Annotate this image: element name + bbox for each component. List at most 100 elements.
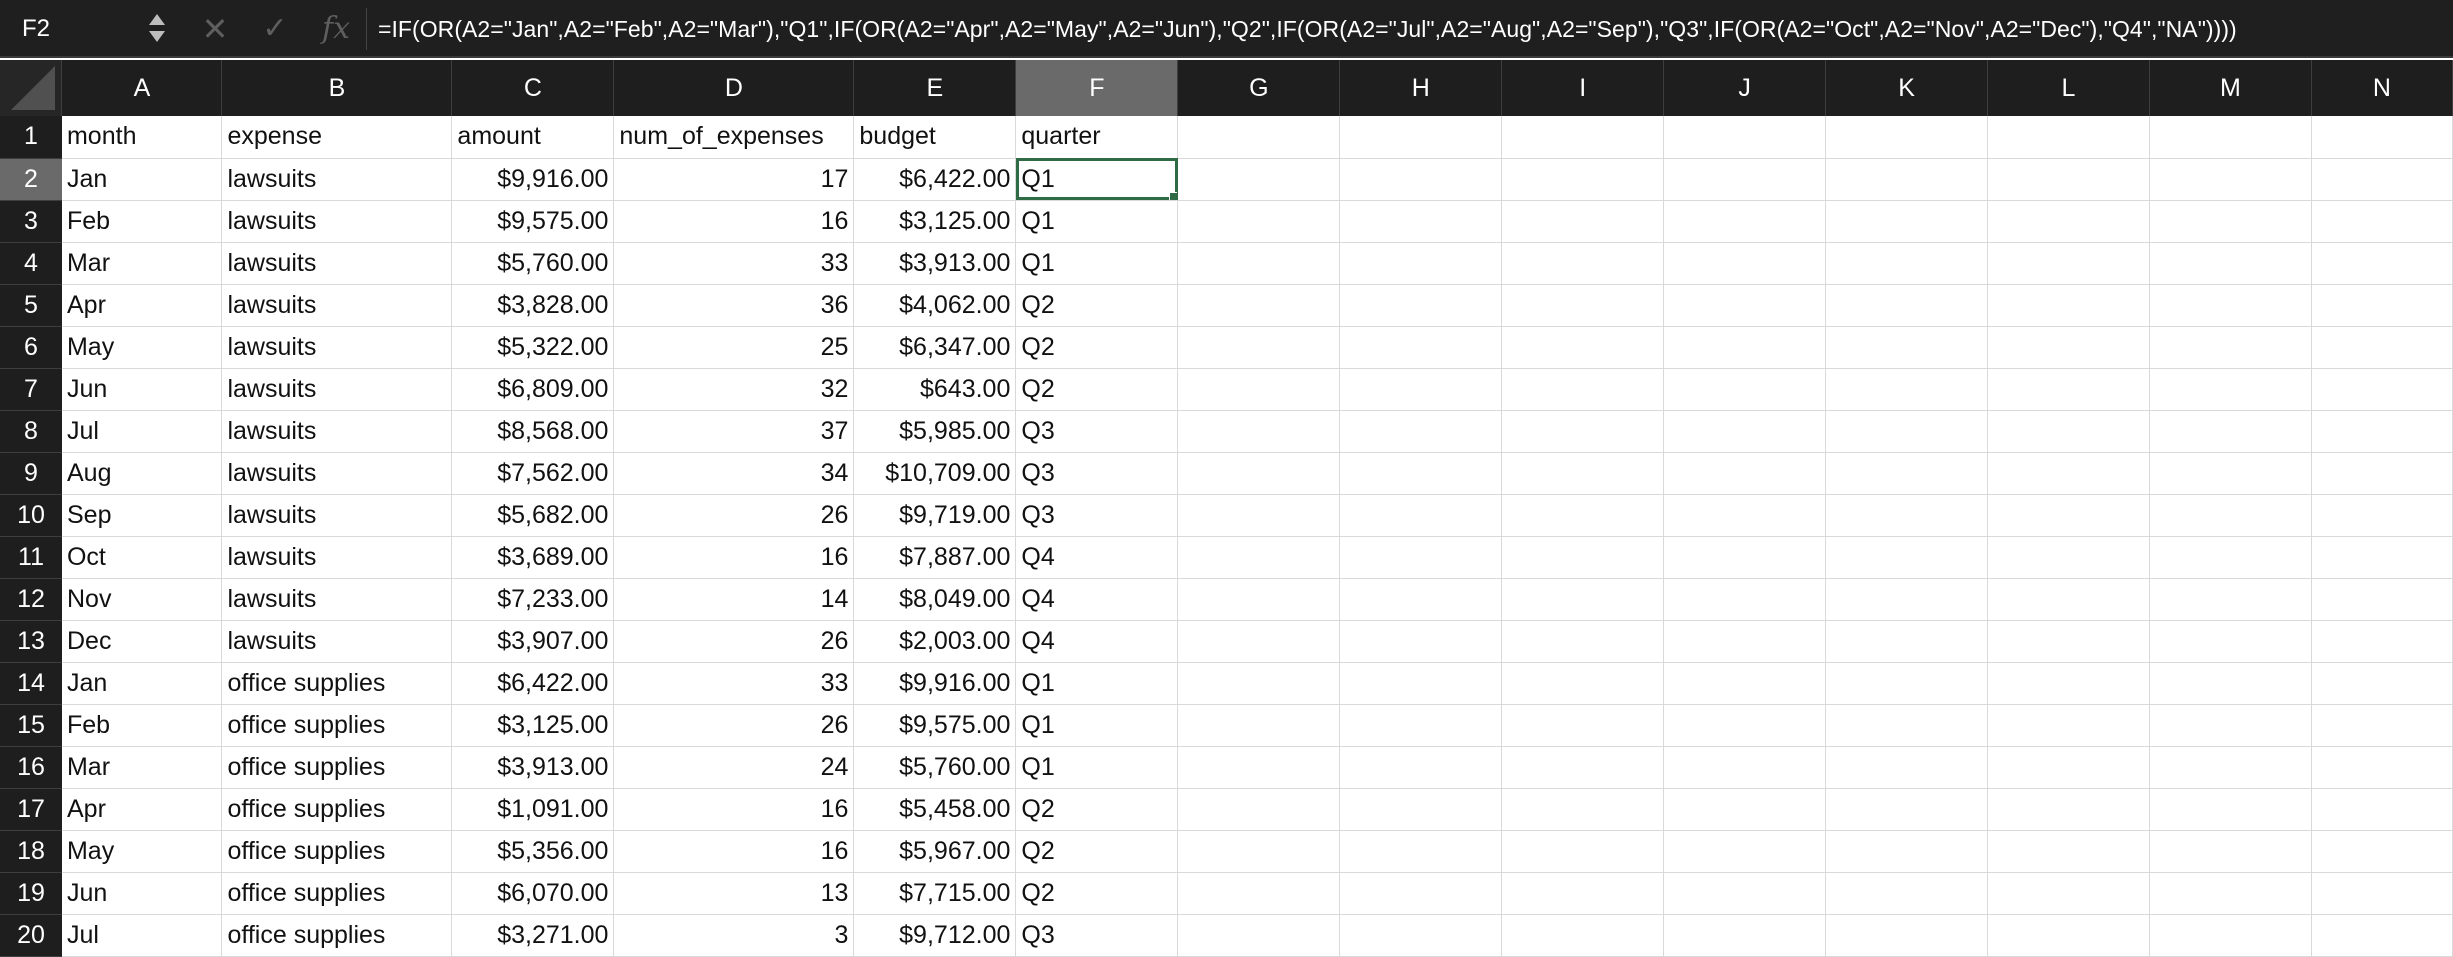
cell-budget[interactable]: $3,125.00 <box>853 200 1017 243</box>
cell-expense[interactable]: lawsuits <box>221 536 453 579</box>
empty-cell[interactable] <box>1825 788 1989 831</box>
cell-month[interactable]: Oct <box>61 536 223 579</box>
empty-cell[interactable] <box>1177 914 1341 957</box>
cell-quarter[interactable]: quarter <box>1015 116 1179 159</box>
empty-cell[interactable] <box>1339 158 1503 201</box>
empty-cell[interactable] <box>2149 662 2312 705</box>
empty-cell[interactable] <box>1987 116 2150 159</box>
cell-num-of-expenses[interactable]: 13 <box>613 872 855 915</box>
row-header[interactable]: 19 <box>0 872 62 915</box>
empty-cell[interactable] <box>1339 368 1503 411</box>
row-header[interactable]: 9 <box>0 452 62 495</box>
cell-month[interactable]: Jan <box>61 158 223 201</box>
empty-cell[interactable] <box>1501 536 1665 579</box>
empty-cell[interactable] <box>1825 536 1989 579</box>
empty-cell[interactable] <box>1177 746 1341 789</box>
empty-cell[interactable] <box>1339 578 1503 621</box>
empty-cell[interactable] <box>2311 452 2453 495</box>
cell-expense[interactable]: office supplies <box>221 788 453 831</box>
row-header[interactable]: 20 <box>0 914 62 957</box>
empty-cell[interactable] <box>1177 200 1341 243</box>
cell-expense[interactable]: office supplies <box>221 914 453 957</box>
empty-cell[interactable] <box>1663 326 1827 369</box>
cell-num-of-expenses[interactable]: 25 <box>613 326 855 369</box>
cell-month[interactable]: Jan <box>61 662 223 705</box>
cell-expense[interactable]: office supplies <box>221 746 453 789</box>
cell-expense[interactable]: lawsuits <box>221 158 453 201</box>
cell-month[interactable]: Feb <box>61 704 223 747</box>
empty-cell[interactable] <box>1825 116 1989 159</box>
empty-cell[interactable] <box>1501 704 1665 747</box>
cell-num-of-expenses[interactable]: 16 <box>613 788 855 831</box>
name-box[interactable]: F2 <box>22 15 51 42</box>
empty-cell[interactable] <box>1825 578 1989 621</box>
empty-cell[interactable] <box>1825 200 1989 243</box>
empty-cell[interactable] <box>2311 662 2453 705</box>
formula-input[interactable]: =IF(OR(A2="Jan",A2="Feb",A2="Mar"),"Q1",… <box>378 16 2237 42</box>
cell-amount[interactable]: $5,760.00 <box>451 242 615 285</box>
cell-expense[interactable]: lawsuits <box>221 410 453 453</box>
empty-cell[interactable] <box>2149 452 2312 495</box>
empty-cell[interactable] <box>1501 830 1665 873</box>
empty-cell[interactable] <box>1339 746 1503 789</box>
row-header[interactable]: 3 <box>0 200 62 243</box>
empty-cell[interactable] <box>1987 200 2150 243</box>
cell-expense[interactable]: office supplies <box>221 872 453 915</box>
cell-amount[interactable]: $7,562.00 <box>451 452 615 495</box>
empty-cell[interactable] <box>1987 242 2150 285</box>
cell-quarter[interactable]: Q2 <box>1015 788 1179 831</box>
chevron-up-icon[interactable] <box>149 14 165 25</box>
column-header-c[interactable]: C <box>451 60 615 116</box>
empty-cell[interactable] <box>1987 284 2150 327</box>
column-header-h[interactable]: H <box>1339 60 1503 116</box>
cell-amount[interactable]: $6,070.00 <box>451 872 615 915</box>
empty-cell[interactable] <box>1501 158 1665 201</box>
empty-cell[interactable] <box>1501 872 1665 915</box>
empty-cell[interactable] <box>1987 620 2150 663</box>
empty-cell[interactable] <box>1339 410 1503 453</box>
empty-cell[interactable] <box>1339 536 1503 579</box>
cell-num-of-expenses[interactable]: 16 <box>613 830 855 873</box>
empty-cell[interactable] <box>2311 410 2453 453</box>
cell-budget[interactable]: $6,422.00 <box>853 158 1017 201</box>
cell-expense[interactable]: lawsuits <box>221 200 453 243</box>
empty-cell[interactable] <box>1825 746 1989 789</box>
cell-amount[interactable]: $7,233.00 <box>451 578 615 621</box>
empty-cell[interactable] <box>2311 704 2453 747</box>
empty-cell[interactable] <box>2149 158 2312 201</box>
empty-cell[interactable] <box>1987 158 2150 201</box>
cell-quarter[interactable]: Q1 <box>1015 704 1179 747</box>
cell-num-of-expenses[interactable]: 16 <box>613 200 855 243</box>
empty-cell[interactable] <box>2149 830 2312 873</box>
empty-cell[interactable] <box>2311 788 2453 831</box>
empty-cell[interactable] <box>1987 326 2150 369</box>
cell-quarter[interactable]: Q1 <box>1015 662 1179 705</box>
cell-budget[interactable]: $4,062.00 <box>853 284 1017 327</box>
cell-quarter[interactable]: Q4 <box>1015 578 1179 621</box>
cell-num-of-expenses[interactable]: 33 <box>613 242 855 285</box>
empty-cell[interactable] <box>2149 788 2312 831</box>
empty-cell[interactable] <box>1501 410 1665 453</box>
empty-cell[interactable] <box>2311 914 2453 957</box>
column-header-d[interactable]: D <box>613 60 855 116</box>
empty-cell[interactable] <box>1825 452 1989 495</box>
empty-cell[interactable] <box>1825 830 1989 873</box>
row-header[interactable]: 14 <box>0 662 62 705</box>
empty-cell[interactable] <box>1177 830 1341 873</box>
empty-cell[interactable] <box>1825 914 1989 957</box>
empty-cell[interactable] <box>1663 662 1827 705</box>
row-header[interactable]: 5 <box>0 284 62 327</box>
empty-cell[interactable] <box>2311 830 2453 873</box>
cell-budget[interactable]: $5,967.00 <box>853 830 1017 873</box>
column-header-j[interactable]: J <box>1663 60 1827 116</box>
select-all-icon[interactable] <box>11 66 56 110</box>
empty-cell[interactable] <box>1987 536 2150 579</box>
cell-num-of-expenses[interactable]: 24 <box>613 746 855 789</box>
function-fx-icon[interactable]: fx <box>321 11 351 46</box>
cell-expense[interactable]: lawsuits <box>221 494 453 537</box>
cell-quarter[interactable]: Q1 <box>1015 200 1179 243</box>
empty-cell[interactable] <box>2311 326 2453 369</box>
empty-cell[interactable] <box>1339 662 1503 705</box>
empty-cell[interactable] <box>2149 116 2312 159</box>
empty-cell[interactable] <box>1339 494 1503 537</box>
